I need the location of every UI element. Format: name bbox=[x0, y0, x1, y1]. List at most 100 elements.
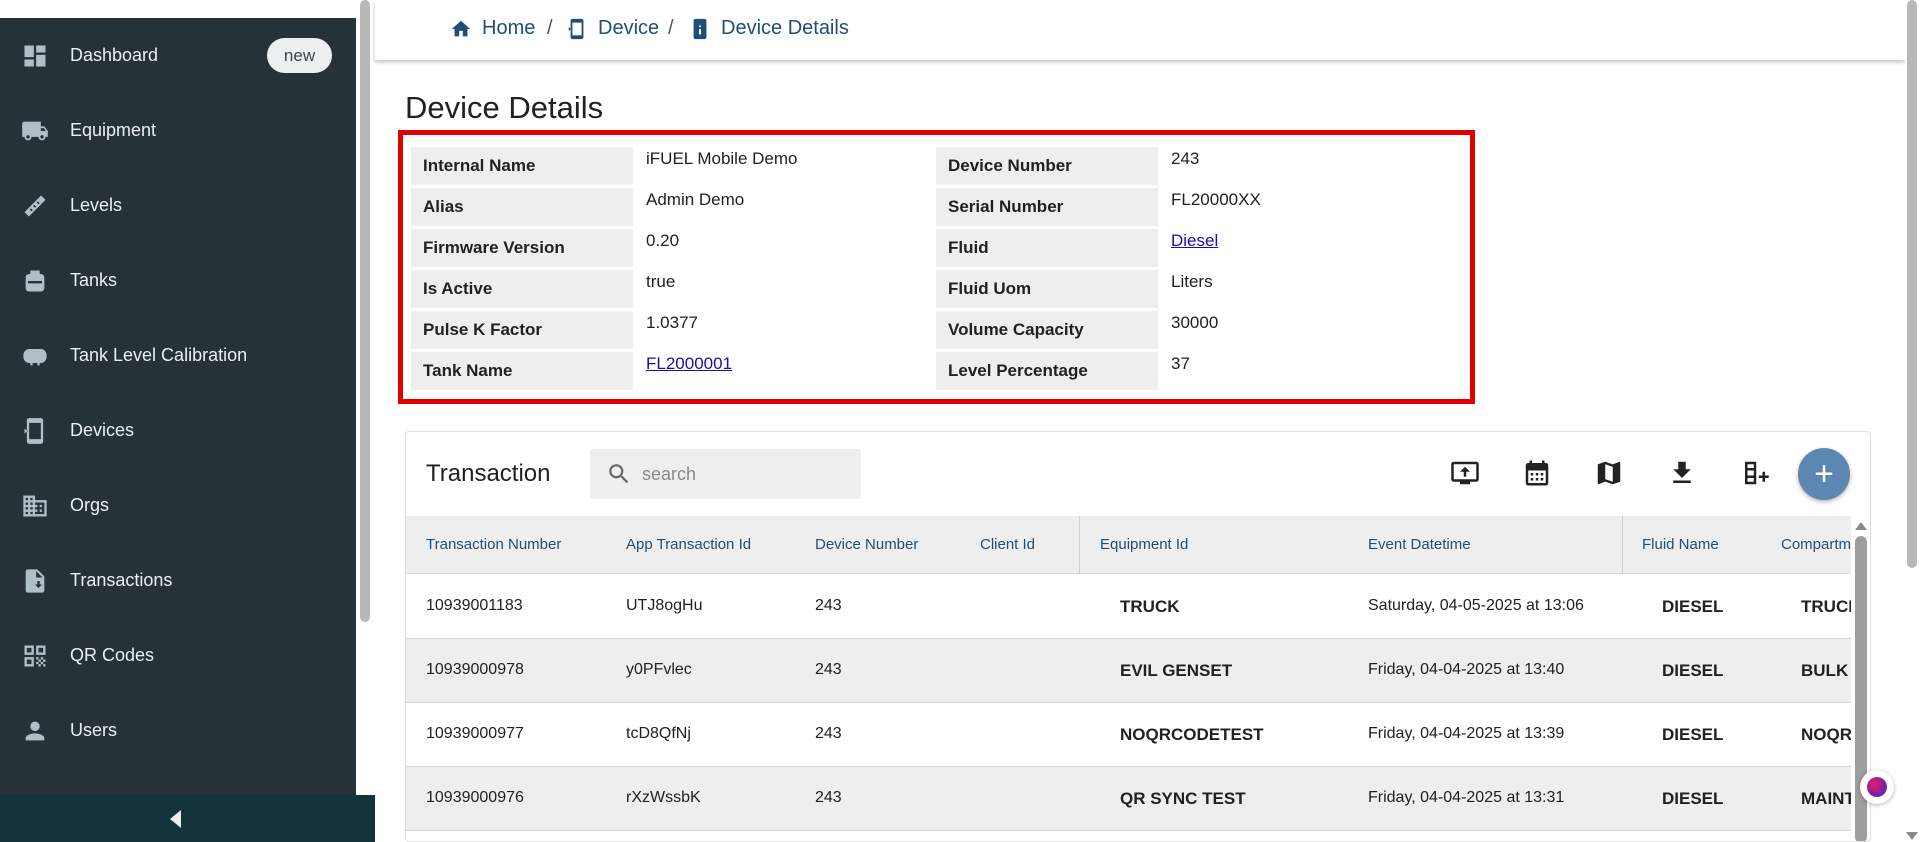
search-input[interactable] bbox=[642, 463, 842, 485]
breadcrumb-home-label: Home bbox=[482, 17, 536, 39]
sidebar-item-label: Devices bbox=[70, 420, 135, 440]
detail-label: Fluid Uom bbox=[936, 270, 1158, 308]
detail-label: Fluid bbox=[936, 229, 1158, 267]
cell-equipment-id: NOQRCODETEST bbox=[1120, 725, 1264, 744]
calendar-button[interactable] bbox=[1519, 455, 1555, 491]
column-divider bbox=[1079, 516, 1080, 574]
sidebar-item-tanks[interactable]: Tanks bbox=[0, 243, 356, 318]
add-transaction-button[interactable]: + bbox=[1798, 448, 1850, 500]
sidebar-item-label: Equipment bbox=[70, 120, 157, 140]
breadcrumb-device-details: Device Details bbox=[689, 17, 849, 40]
sidebar-item-label: Tank Level Calibration bbox=[70, 345, 248, 365]
table-row[interactable]: 10939000978 y0PFvlec 243 EVIL GENSET Fri… bbox=[406, 639, 1870, 703]
download-button[interactable] bbox=[1664, 455, 1700, 491]
download-icon bbox=[1673, 461, 1691, 483]
cell-fluid-name: DIESEL bbox=[1662, 597, 1724, 616]
brain-icon bbox=[1867, 777, 1887, 797]
column-header[interactable]: Event Datetime bbox=[1368, 536, 1471, 553]
cell-fluid-name: DIESEL bbox=[1662, 789, 1724, 808]
sidebar-item-dashboard[interactable]: Dashboard new bbox=[0, 18, 356, 93]
scroll-up-icon[interactable] bbox=[1855, 522, 1867, 530]
cell-app-transaction-id: UTJ8ogHu bbox=[626, 597, 703, 614]
upload-monitor-button[interactable] bbox=[1447, 455, 1483, 491]
collapse-left-icon bbox=[169, 809, 181, 828]
breadcrumb-separator: / bbox=[547, 17, 553, 39]
detail-value: FL20000XX bbox=[1171, 190, 1261, 209]
qr-code-icon bbox=[20, 641, 50, 671]
sidebar-item-label: Users bbox=[70, 720, 118, 740]
transaction-doc-icon bbox=[20, 566, 50, 596]
page-scrollbar-thumb[interactable] bbox=[1907, 0, 1917, 568]
sidebar-item-users[interactable]: Users bbox=[0, 693, 356, 768]
breadcrumb-separator: / bbox=[668, 17, 674, 39]
sidebar-item-levels[interactable]: Levels bbox=[0, 168, 356, 243]
table-row[interactable]: 10939000977 tcD8QfNj 243 NOQRCODETEST Fr… bbox=[406, 703, 1870, 767]
sidebar-item-qr-codes[interactable]: QR Codes bbox=[0, 618, 356, 693]
detail-label: Volume Capacity bbox=[936, 311, 1158, 349]
device-icon bbox=[20, 416, 50, 446]
table-row[interactable]: 10939000976 rXzWssbK 243 QR SYNC TEST Fr… bbox=[406, 767, 1870, 831]
dashboard-icon bbox=[20, 41, 50, 71]
detail-label: Firmware Version bbox=[411, 229, 633, 267]
search-box bbox=[590, 449, 861, 499]
search-icon bbox=[609, 464, 629, 484]
sidebar-item-orgs[interactable]: Orgs bbox=[0, 468, 356, 543]
map-icon bbox=[1597, 461, 1621, 485]
detail-value: iFUEL Mobile Demo bbox=[646, 149, 798, 168]
fluid-link[interactable]: Diesel bbox=[1171, 231, 1219, 250]
scroll-down-icon[interactable] bbox=[1906, 832, 1918, 840]
cell-device-number: 243 bbox=[815, 725, 842, 742]
cell-event-datetime: Friday, 04-04-2025 at 13:39 bbox=[1368, 725, 1565, 742]
detail-value: 1.0377 bbox=[646, 313, 698, 332]
calendar-icon bbox=[1525, 460, 1549, 486]
column-header[interactable]: App Transaction Id bbox=[626, 536, 752, 553]
column-header[interactable]: Device Number bbox=[815, 536, 919, 553]
device-details-panel: Internal Name iFUEL Mobile Demo Alias Ad… bbox=[398, 130, 1475, 404]
detail-label: Alias bbox=[411, 188, 633, 226]
cell-compartment: TRUCK bbox=[1801, 597, 1861, 616]
sidebar-item-devices[interactable]: Devices bbox=[0, 393, 356, 468]
sidebar-item-label: Orgs bbox=[70, 495, 110, 515]
page-title: Device Details bbox=[405, 90, 604, 125]
user-icon bbox=[20, 716, 50, 746]
sidebar-item-tank-level-calibration[interactable]: Tank Level Calibration bbox=[0, 318, 356, 393]
device-info-icon bbox=[693, 18, 707, 39]
building-icon bbox=[20, 491, 50, 521]
column-header[interactable]: Client Id bbox=[980, 536, 1036, 553]
map-button[interactable] bbox=[1591, 455, 1627, 491]
top-header: Home / Device / Device Details bbox=[375, 0, 1905, 60]
sidebar-item-label: Dashboard bbox=[70, 45, 159, 65]
cell-fluid-name: DIESEL bbox=[1662, 725, 1724, 744]
column-header[interactable]: Transaction Number bbox=[426, 536, 562, 553]
cell-device-number: 243 bbox=[815, 597, 842, 614]
sidebar-item-equipment[interactable]: Equipment bbox=[0, 93, 356, 168]
breadcrumb-device[interactable]: Device bbox=[566, 17, 659, 40]
detail-label: Level Percentage bbox=[936, 352, 1158, 390]
add-column-button[interactable] bbox=[1737, 455, 1773, 491]
cell-transaction-number: 10939000976 bbox=[426, 789, 524, 806]
transaction-title: Transaction bbox=[426, 460, 551, 487]
cell-app-transaction-id: rXzWssbK bbox=[626, 789, 701, 806]
cell-equipment-id: QR SYNC TEST bbox=[1120, 789, 1246, 808]
column-header[interactable]: Compartm bbox=[1781, 536, 1852, 553]
assistant-button[interactable] bbox=[1860, 770, 1894, 804]
detail-value: Admin Demo bbox=[646, 190, 745, 209]
column-header[interactable]: Equipment Id bbox=[1100, 536, 1189, 553]
sidebar-scrollbar-thumb[interactable] bbox=[360, 0, 370, 622]
cell-event-datetime: Saturday, 04-05-2025 at 13:06 bbox=[1368, 597, 1584, 614]
table-row[interactable]: 10939001183 UTJ8ogHu 243 TRUCK Saturday,… bbox=[406, 575, 1870, 639]
cell-event-datetime: Friday, 04-04-2025 at 13:31 bbox=[1368, 789, 1565, 806]
truck-icon bbox=[20, 116, 50, 146]
sidebar-item-transactions[interactable]: Transactions bbox=[0, 543, 356, 618]
detail-label: Is Active bbox=[411, 270, 633, 308]
tank-name-link[interactable]: FL2000001 bbox=[646, 354, 733, 373]
column-header[interactable]: Fluid Name bbox=[1642, 536, 1719, 553]
cell-equipment-id: EVIL GENSET bbox=[1120, 661, 1233, 680]
table-scrollbar-thumb[interactable] bbox=[1855, 536, 1867, 841]
home-icon bbox=[451, 20, 471, 36]
sidebar-item-label: QR Codes bbox=[70, 645, 155, 665]
upload-monitor-icon bbox=[1451, 461, 1479, 485]
breadcrumb-home[interactable]: Home bbox=[450, 17, 535, 40]
sidebar-collapse-button[interactable] bbox=[0, 795, 375, 842]
cell-app-transaction-id: tcD8QfNj bbox=[626, 725, 691, 742]
